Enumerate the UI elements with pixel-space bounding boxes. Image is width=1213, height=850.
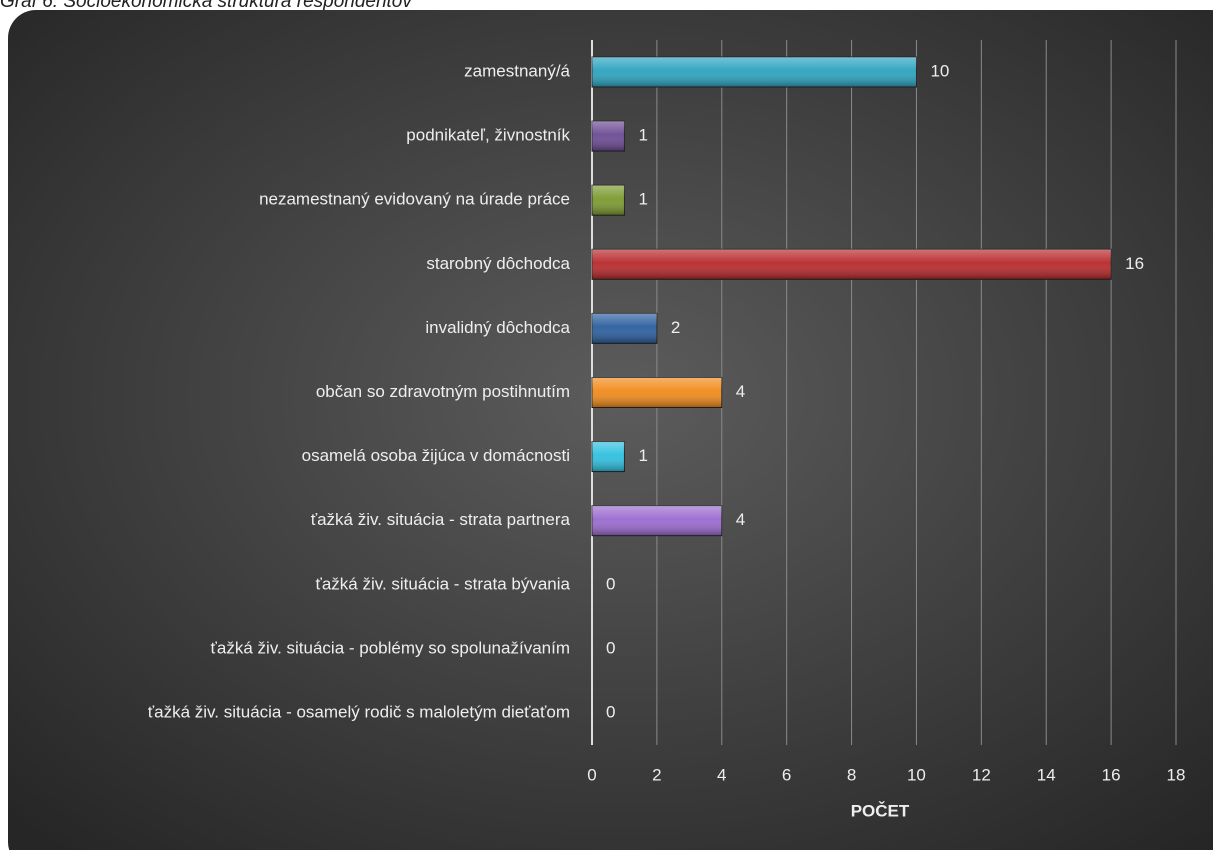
x-tick-label: 6 [782,765,791,784]
bar-shine [592,249,1112,280]
x-tick-label: 18 [1167,765,1186,784]
y-tick-label: nezamestnaný evidovaný na úrade práce [259,190,570,209]
y-tick-label: invalidný dôchodca [425,318,570,337]
data-label: 1 [638,190,647,209]
y-tick-label: ťažká živ. situácia - strata partnera [311,510,571,529]
bar-shine [592,313,657,344]
data-label: 10 [930,62,949,81]
y-tick-label: ťažká živ. situácia - strata bývania [315,574,570,593]
y-tick-label: osamelá osoba žijúca v domácnosti [302,446,570,465]
x-tick-label: 8 [847,765,856,784]
x-tick-label: 16 [1102,765,1121,784]
x-axis-title: POČET [851,801,910,820]
data-label: 4 [736,510,745,529]
y-tick-label: podnikateľ, živnostník [406,126,570,145]
bar-shine [592,185,625,216]
x-tick-label: 12 [972,765,991,784]
x-tick-label: 10 [907,765,926,784]
data-label: 0 [606,574,615,593]
data-label: 0 [606,638,615,657]
x-tick-label: 14 [1037,765,1056,784]
bar-shine [592,505,722,536]
x-tick-label: 2 [652,765,661,784]
data-label: 16 [1125,254,1144,273]
data-label: 0 [606,702,615,721]
bar-shine [592,121,625,152]
y-tick-label: zamestnaný/á [464,62,570,81]
data-label: 4 [736,382,745,401]
plot-background [8,10,1213,850]
y-tick-label: občan so zdravotným postihnutím [316,382,570,401]
x-tick-label: 0 [587,765,596,784]
y-tick-label: ťažká živ. situácia - poblémy so spoluna… [211,638,570,657]
bar-shine [592,377,722,408]
x-tick-label: 4 [717,765,726,784]
bar-shine [592,57,917,88]
data-label: 2 [671,318,680,337]
data-label: 1 [638,446,647,465]
chart-title: Graf 6: Socioekonomická štruktúra respon… [0,0,413,12]
y-tick-label: starobný dôchodca [426,254,570,273]
data-label: 1 [638,126,647,145]
bar-shine [592,441,625,472]
y-tick-label: ťažká živ. situácia - osamelý rodič s ma… [148,702,570,721]
